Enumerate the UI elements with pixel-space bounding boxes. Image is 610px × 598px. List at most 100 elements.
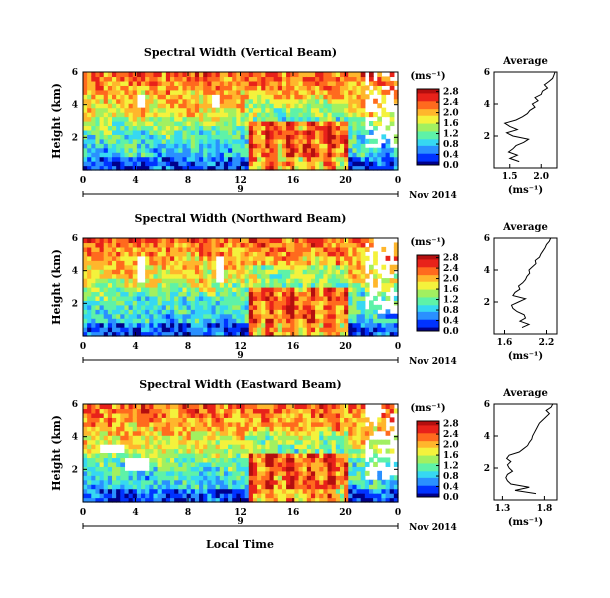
heatmap-cell <box>103 404 109 410</box>
heatmap-cell <box>240 107 246 113</box>
heatmap-cell <box>83 112 88 118</box>
heatmap-cell <box>120 98 126 104</box>
heatmap-cell <box>257 72 262 78</box>
heatmap-cell <box>116 287 121 293</box>
heatmap-cell <box>265 238 271 244</box>
heatmap-cell <box>211 85 217 91</box>
heatmap-cell <box>331 147 337 153</box>
heatmap-cell <box>261 161 266 167</box>
heatmap-cell <box>157 497 163 503</box>
heatmap-cell <box>145 448 150 454</box>
heatmap-cell <box>377 318 383 324</box>
heatmap-cell <box>331 242 337 248</box>
heatmap-cell <box>136 444 142 450</box>
heatmap-cell <box>186 457 192 463</box>
colorbar-swatch <box>417 313 439 316</box>
heatmap-cell <box>170 242 175 248</box>
heatmap-cell <box>377 121 383 127</box>
heatmap-cell <box>182 107 188 113</box>
heatmap-cell <box>306 80 312 86</box>
heatmap-cell <box>344 147 349 153</box>
heatmap-cell <box>257 156 262 162</box>
heatmap-cell <box>269 156 275 162</box>
heatmap-cell <box>136 331 142 337</box>
heatmap-cell <box>116 412 121 418</box>
heatmap-cell <box>199 457 204 463</box>
heatmap-cell <box>232 435 237 441</box>
heatmap-cell <box>356 152 362 158</box>
heatmap-cell <box>393 408 399 414</box>
heatmap-cell <box>364 322 370 328</box>
heatmap-cell <box>269 309 275 315</box>
heatmap-cell <box>95 121 101 127</box>
colorbar-swatch <box>417 145 439 148</box>
heatmap-cell <box>132 291 138 297</box>
heatmap-cell <box>306 161 312 167</box>
x-tick-label: 0 <box>395 508 401 518</box>
heatmap-cell <box>103 89 109 95</box>
heatmap-cell <box>103 255 109 261</box>
heatmap-cell <box>120 470 126 476</box>
heatmap-cell <box>352 426 358 432</box>
heatmap-cell <box>99 238 105 244</box>
heatmap-cell <box>377 116 383 122</box>
heatmap-cell <box>194 143 200 149</box>
heatmap-cell <box>190 116 196 122</box>
heatmap-cell <box>344 309 349 315</box>
heatmap-cell <box>215 475 221 481</box>
heatmap-cell <box>207 134 213 140</box>
heatmap-cell <box>149 444 155 450</box>
heatmap-cell <box>265 134 271 140</box>
heatmap-cell <box>273 129 279 135</box>
heatmap-cell <box>186 295 192 301</box>
heatmap-cell <box>327 85 333 91</box>
heatmap-cell <box>298 322 304 328</box>
heatmap-cell <box>199 112 204 118</box>
heatmap-cell <box>348 242 353 248</box>
heatmap-cell <box>190 426 196 432</box>
heatmap-cell <box>265 165 271 171</box>
heatmap-cell <box>277 76 283 82</box>
heatmap-cell <box>335 246 341 252</box>
heatmap-cell <box>236 304 242 310</box>
heatmap-cell <box>352 156 358 162</box>
heatmap-cell <box>153 134 159 140</box>
heatmap-cell <box>103 242 109 248</box>
heatmap-cell <box>393 322 399 328</box>
heatmap-cell <box>310 129 316 135</box>
heatmap-cell <box>252 89 258 95</box>
heatmap-cell <box>174 251 179 257</box>
heatmap-cell <box>95 470 101 476</box>
heatmap-cell <box>323 138 329 144</box>
heatmap-cell <box>323 143 329 149</box>
heatmap-cell <box>319 116 324 122</box>
heatmap-cell <box>360 426 366 432</box>
heatmap-cell <box>83 238 88 244</box>
heatmap-cell <box>99 404 105 410</box>
heatmap-cell <box>199 278 204 284</box>
heatmap-cell <box>174 287 179 293</box>
colorbar-swatch <box>417 134 439 137</box>
heatmap-cell <box>186 156 192 162</box>
heatmap-cell <box>203 488 208 494</box>
heatmap-cell <box>165 103 171 109</box>
heatmap-cell <box>178 282 184 288</box>
heatmap-cell <box>161 309 167 315</box>
heatmap-cell <box>339 121 345 127</box>
heatmap-cell <box>286 152 291 158</box>
heatmap-cell <box>248 238 254 244</box>
heatmap-cell <box>331 143 337 149</box>
heatmap-cell <box>335 264 341 270</box>
heatmap-cell <box>244 461 250 467</box>
heatmap-cell <box>153 300 159 306</box>
heatmap-cell <box>91 161 97 167</box>
heatmap-cell <box>203 448 208 454</box>
heatmap-cell <box>360 76 366 82</box>
heatmap-cell <box>294 89 300 95</box>
heatmap-cell <box>244 497 250 503</box>
heatmap-cell <box>107 287 113 293</box>
heatmap-cell <box>136 246 142 252</box>
heatmap-cell <box>112 421 117 427</box>
heatmap-cell <box>244 327 250 333</box>
heatmap-cell <box>182 479 188 485</box>
